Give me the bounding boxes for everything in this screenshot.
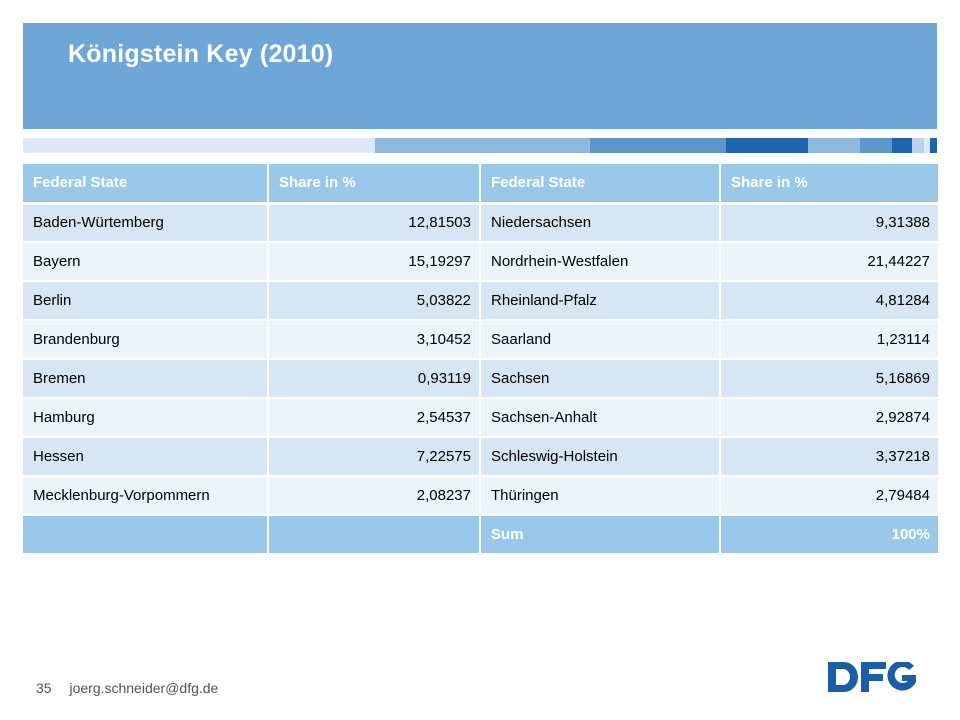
table-row: Hessen 7,22575 Schleswig-Holstein 3,3721… xyxy=(23,437,938,477)
state-cell: Nordrhein-Westfalen xyxy=(480,242,721,282)
state-cell: Bremen xyxy=(23,359,269,399)
share-cell: 12,81503 xyxy=(268,203,481,243)
state-cell: Berlin xyxy=(23,281,269,321)
table-header-row: Federal State Share in % Federal State S… xyxy=(23,164,938,205)
sum-row: Sum 100% xyxy=(23,515,938,555)
state-cell: Bayern xyxy=(23,242,269,282)
footer-email: joerg.schneider@dfg.de xyxy=(69,680,219,696)
sum-empty-cell xyxy=(23,515,269,555)
state-cell: Hamburg xyxy=(23,398,269,438)
share-cell: 4,81284 xyxy=(720,281,938,321)
state-cell: Brandenburg xyxy=(23,320,269,360)
state-cell: Baden-Würtemberg xyxy=(23,203,269,243)
state-cell: Sachsen xyxy=(480,359,721,399)
share-cell: 3,10452 xyxy=(268,320,481,360)
state-cell: Sachsen-Anhalt xyxy=(480,398,721,438)
share-cell: 0,93119 xyxy=(268,359,481,399)
share-cell: 2,79484 xyxy=(720,476,938,516)
page-title: Königstein Key (2010) xyxy=(68,40,334,68)
table-row: Mecklenburg-Vorpommern 2,08237 Thüringen… xyxy=(23,476,938,516)
footer: 35 joerg.schneider@dfg.de xyxy=(36,680,218,696)
share-cell: 2,08237 xyxy=(268,476,481,516)
share-cell: 2,92874 xyxy=(720,398,938,438)
table-row: Bayern 15,19297 Nordrhein-Westfalen 21,4… xyxy=(23,242,938,282)
dfg-logo xyxy=(828,662,916,692)
column-header-share-left: Share in % xyxy=(268,164,481,205)
page-number: 35 xyxy=(36,680,52,696)
state-cell: Thüringen xyxy=(480,476,721,516)
state-cell: Schleswig-Holstein xyxy=(480,437,721,477)
share-cell: 2,54537 xyxy=(268,398,481,438)
column-header-state-right: Federal State xyxy=(480,164,721,205)
share-cell: 1,23114 xyxy=(720,320,938,360)
state-cell: Mecklenburg-Vorpommern xyxy=(23,476,269,516)
table-row: Berlin 5,03822 Rheinland-Pfalz 4,81284 xyxy=(23,281,938,321)
column-header-share-right: Share in % xyxy=(720,164,938,205)
share-cell: 7,22575 xyxy=(268,437,481,477)
column-header-state-left: Federal State xyxy=(23,164,269,205)
table-row: Hamburg 2,54537 Sachsen-Anhalt 2,92874 xyxy=(23,398,938,438)
state-cell: Rheinland-Pfalz xyxy=(480,281,721,321)
sum-empty-cell xyxy=(268,515,481,555)
share-cell: 9,31388 xyxy=(720,203,938,243)
table-row: Baden-Würtemberg 12,81503 Niedersachsen … xyxy=(23,203,938,243)
state-cell: Hessen xyxy=(23,437,269,477)
state-cell: Niedersachsen xyxy=(480,203,721,243)
share-cell: 5,16869 xyxy=(720,359,938,399)
table-row: Brandenburg 3,10452 Saarland 1,23114 xyxy=(23,320,938,360)
share-cell: 5,03822 xyxy=(268,281,481,321)
share-cell: 15,19297 xyxy=(268,242,481,282)
state-cell: Saarland xyxy=(480,320,721,360)
title-band xyxy=(23,23,937,129)
table-row: Bremen 0,93119 Sachsen 5,16869 xyxy=(23,359,938,399)
sum-label: Sum xyxy=(480,515,721,555)
koenigstein-key-table: Federal State Share in % Federal State S… xyxy=(23,164,938,555)
sum-value: 100% xyxy=(720,515,938,555)
share-cell: 3,37218 xyxy=(720,437,938,477)
share-cell: 21,44227 xyxy=(720,242,938,282)
